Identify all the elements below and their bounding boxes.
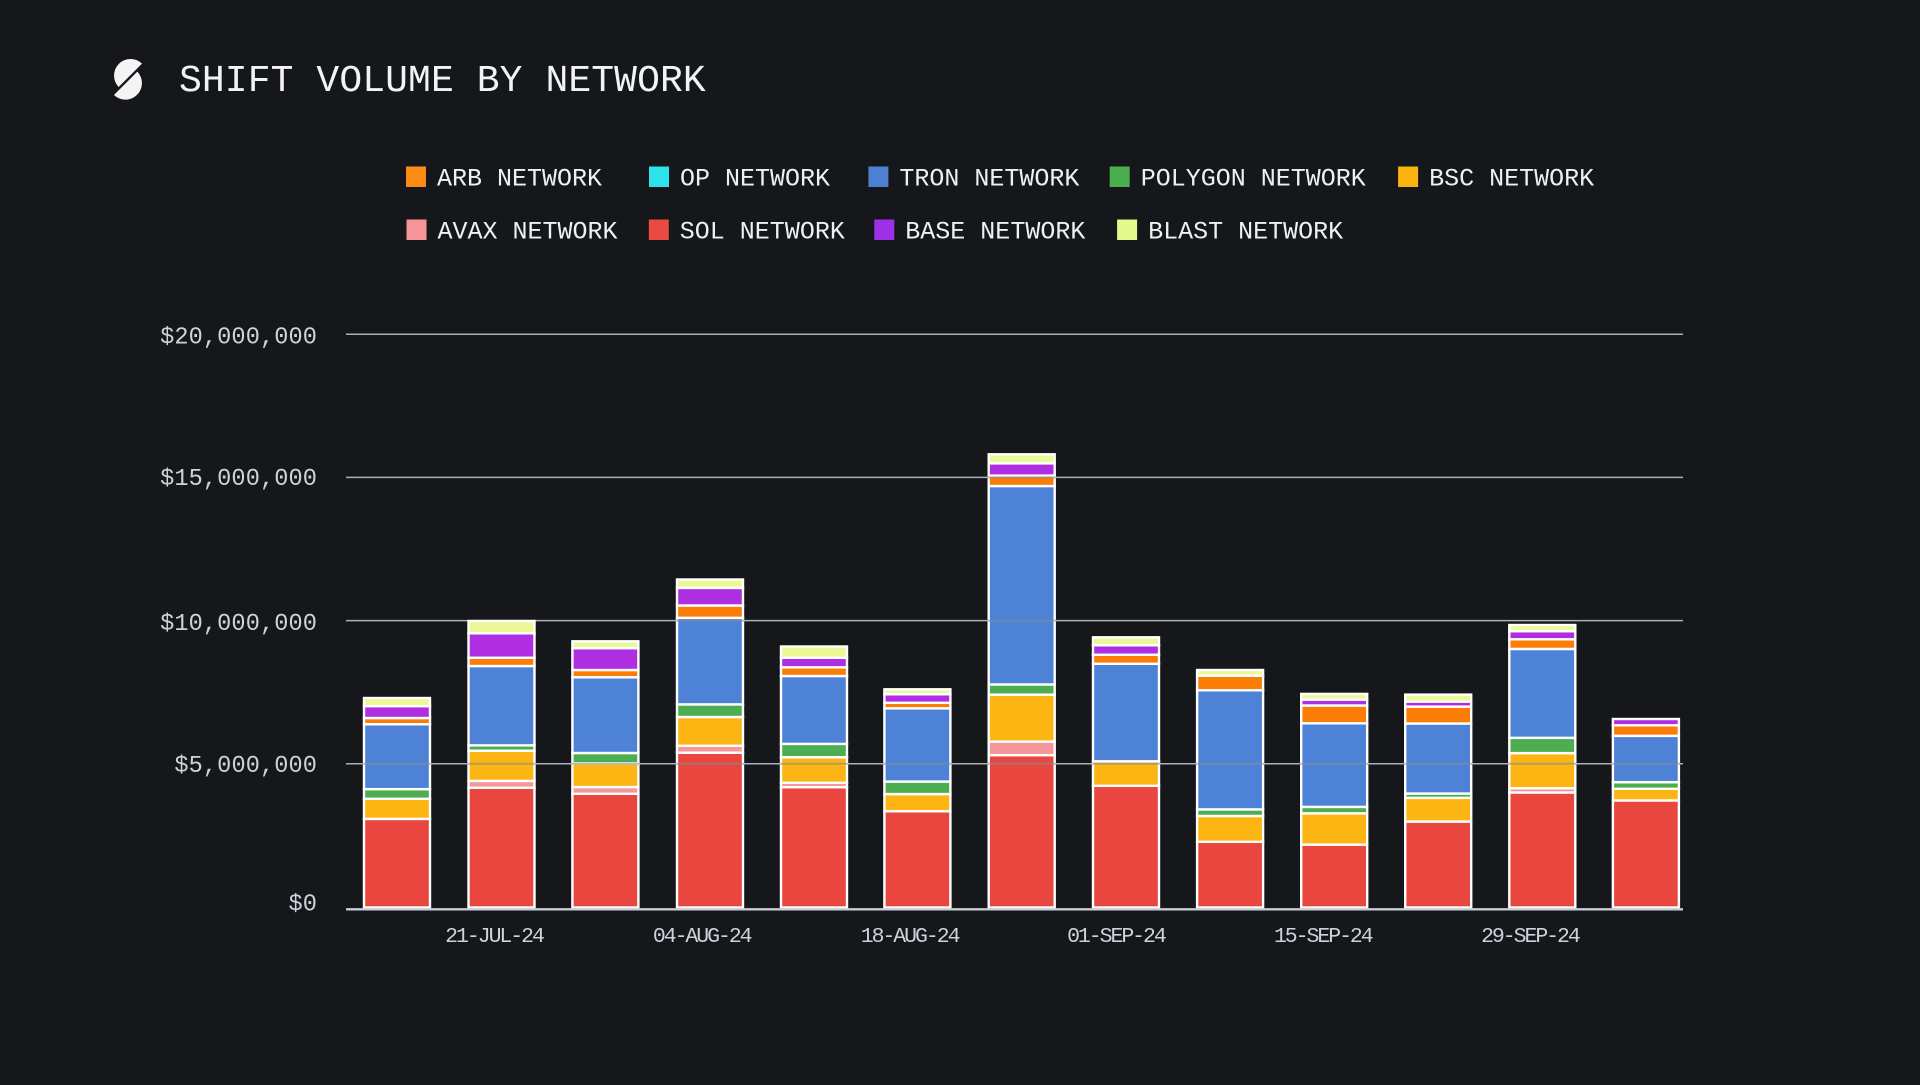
svg-text:$15,000,000: $15,000,000 <box>160 466 317 493</box>
svg-text:TRON NETWORK: TRON NETWORK <box>899 164 1079 193</box>
svg-text:SOL NETWORK: SOL NETWORK <box>680 217 845 246</box>
svg-text:BASE NETWORK: BASE NETWORK <box>905 217 1085 246</box>
svg-text:04-AUG-24: 04-AUG-24 <box>653 925 752 949</box>
svg-text:$10,000,000: $10,000,000 <box>160 611 317 638</box>
svg-text:15-SEP-24: 15-SEP-24 <box>1274 925 1373 949</box>
svg-text:18-AUG-24: 18-AUG-24 <box>861 925 960 949</box>
svg-text:$0: $0 <box>288 892 317 919</box>
svg-text:21-JUL-24: 21-JUL-24 <box>445 925 544 949</box>
svg-text:$5,000,000: $5,000,000 <box>174 753 317 780</box>
svg-text:OP NETWORK: OP NETWORK <box>680 164 830 193</box>
svg-text:29-SEP-24: 29-SEP-24 <box>1481 925 1580 949</box>
svg-text:AVAX NETWORK: AVAX NETWORK <box>438 217 618 246</box>
svg-text:$20,000,000: $20,000,000 <box>160 325 317 352</box>
svg-text:POLYGON NETWORK: POLYGON NETWORK <box>1141 164 1366 193</box>
svg-text:BSC NETWORK: BSC NETWORK <box>1429 164 1594 193</box>
svg-text:ARB NETWORK: ARB NETWORK <box>437 164 602 193</box>
svg-text:BLAST NETWORK: BLAST NETWORK <box>1148 217 1343 246</box>
svg-text:SHIFT VOLUME BY NETWORK: SHIFT VOLUME BY NETWORK <box>179 60 706 103</box>
svg-text:01-SEP-24: 01-SEP-24 <box>1067 925 1166 949</box>
